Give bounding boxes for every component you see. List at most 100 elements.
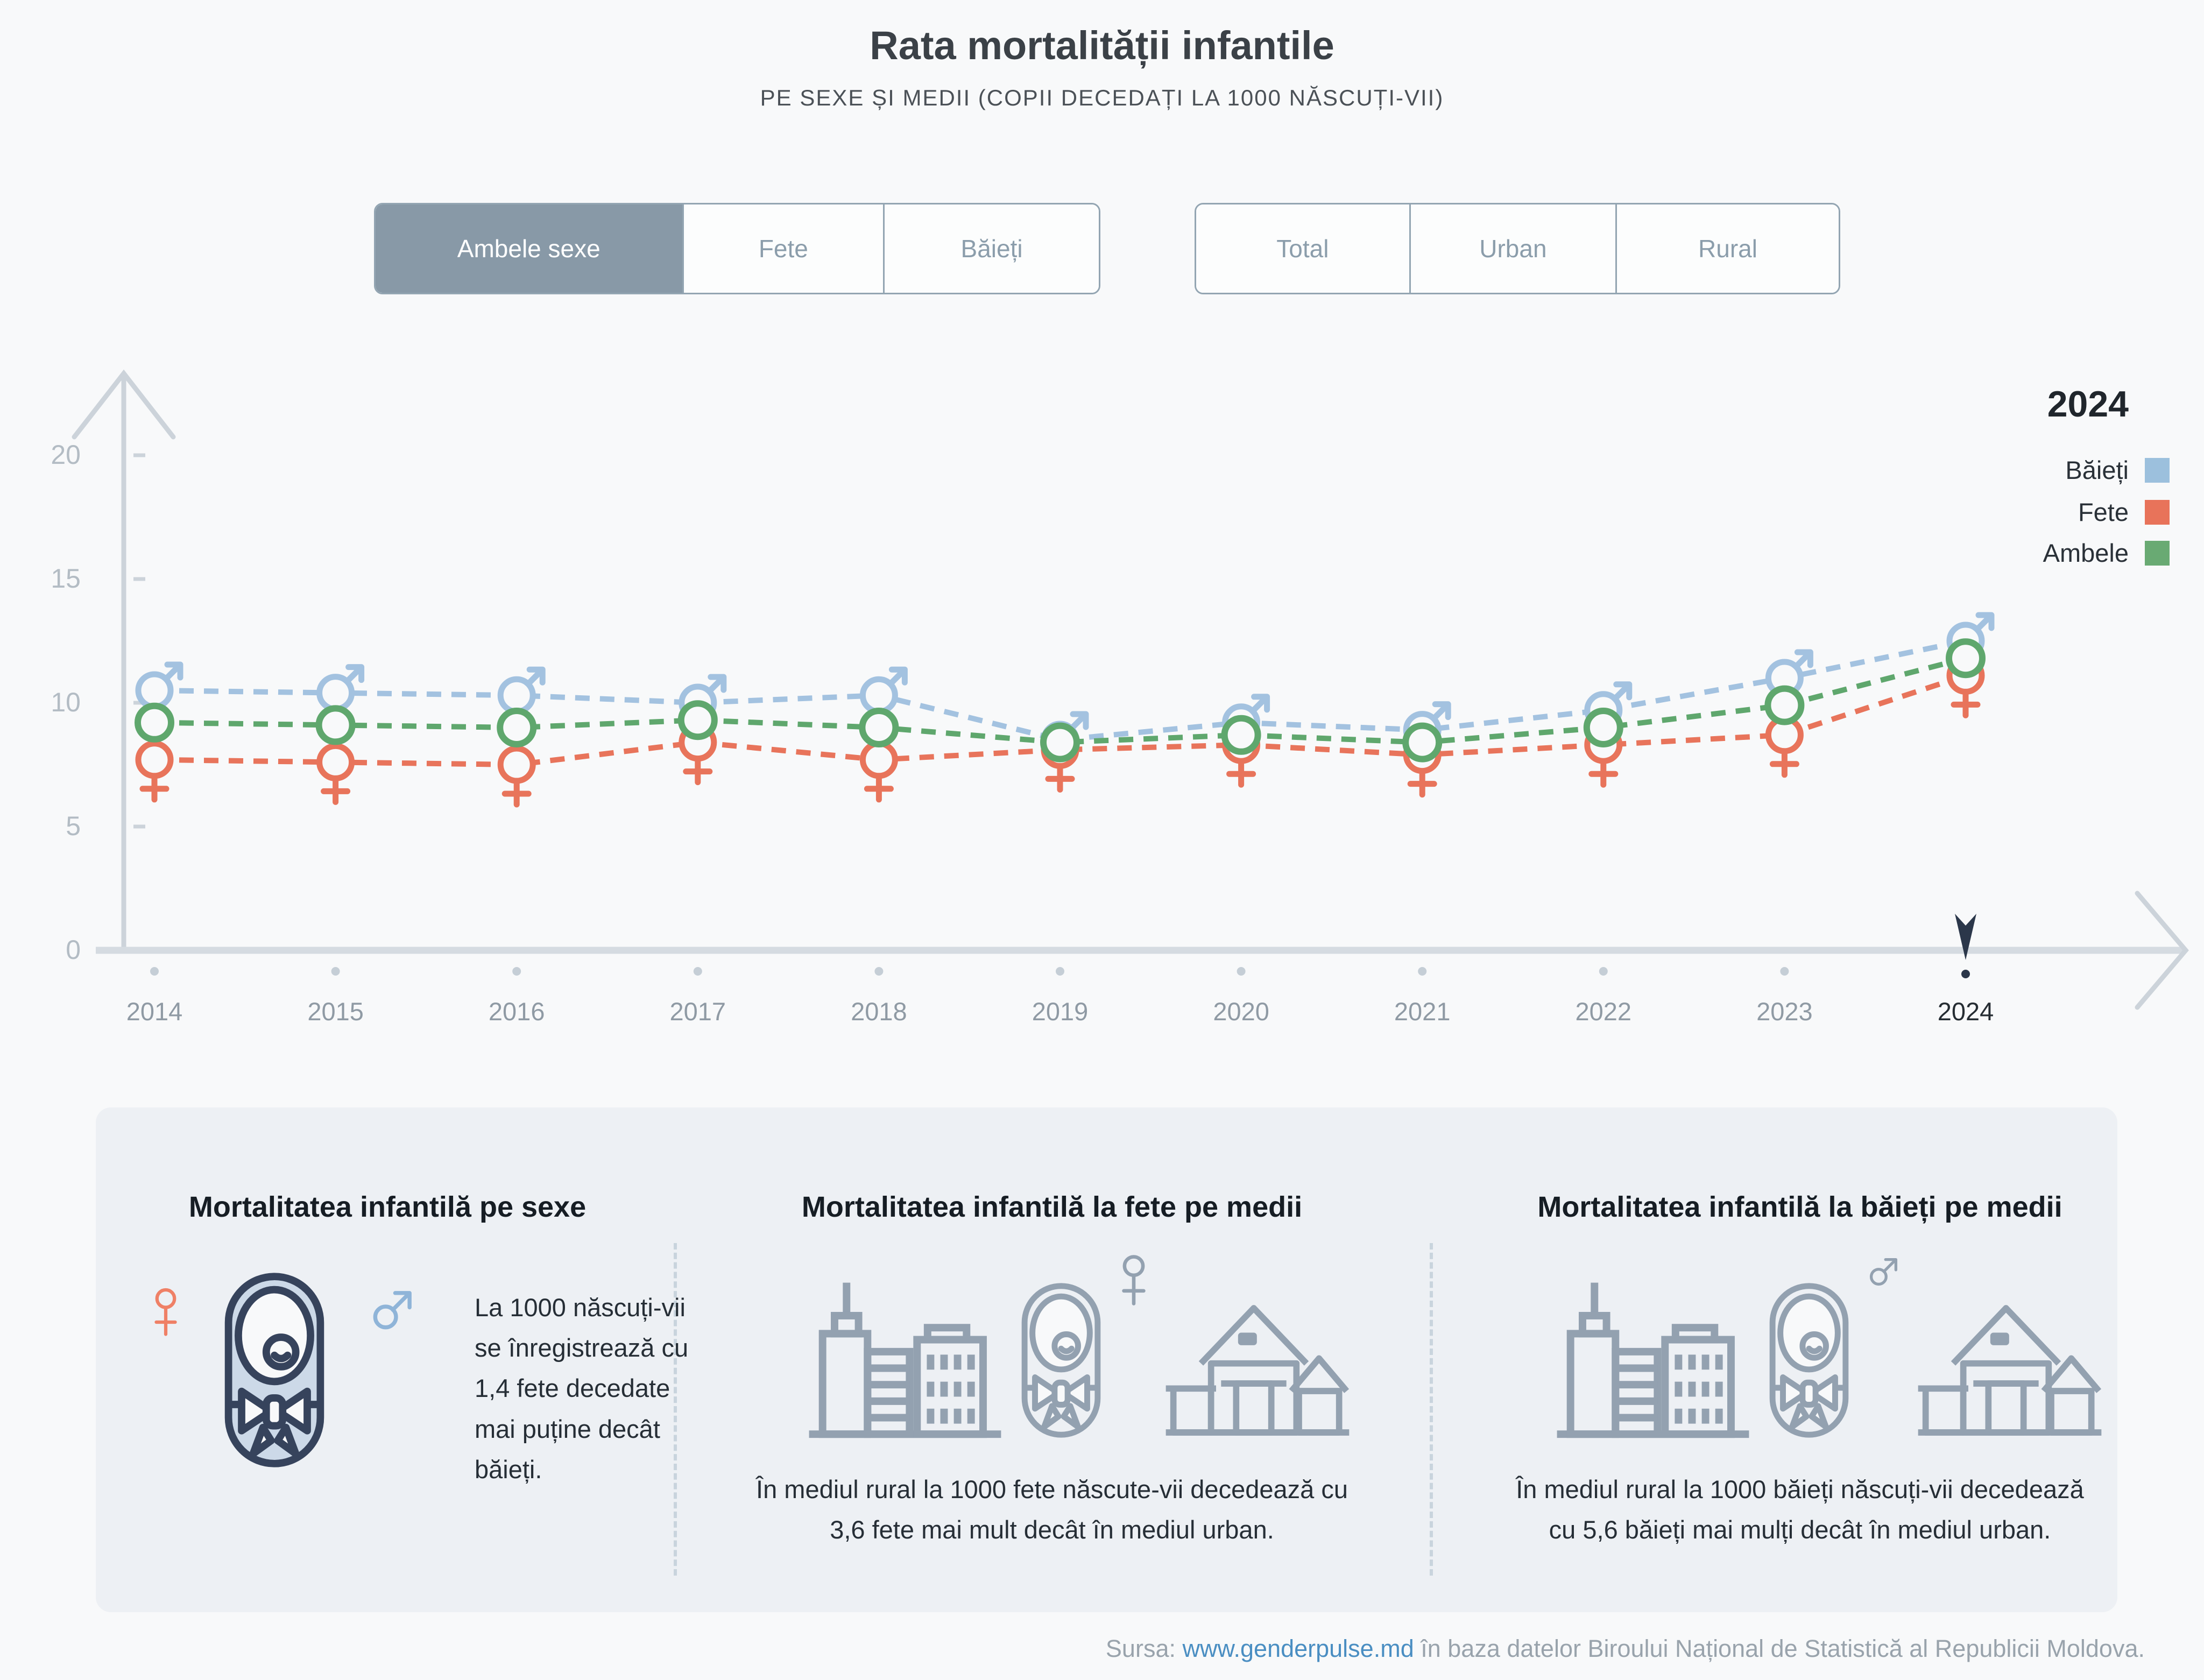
circle-marker: [135, 702, 174, 743]
card-sexe-text: La 1000 născuți-vii se înregistrează cu …: [475, 1293, 689, 1484]
filter-button-ambele-sexe[interactable]: Ambele sexe: [376, 204, 684, 293]
sex-filter-group: Ambele sexe Fete Băieți: [374, 203, 1100, 294]
legend-swatch: [2145, 457, 2170, 483]
insight-cards-panel: [96, 1107, 2117, 1612]
male-symbol-marker: [1765, 649, 1813, 697]
legend-entry-label: Ambele: [2043, 539, 2129, 567]
y-tick-label: 5: [66, 811, 81, 841]
baby-icon: [1018, 1272, 1104, 1452]
female-symbol-marker: [1765, 716, 1804, 778]
y-tick-label: 0: [66, 935, 81, 965]
year-dot[interactable]: [1780, 967, 1789, 976]
y-tick-label: 15: [51, 563, 81, 594]
year-label-2017[interactable]: 2017: [670, 997, 726, 1026]
male-symbol-marker: [316, 664, 365, 712]
female-symbol-marker: [497, 745, 536, 808]
year-dot[interactable]: [1418, 967, 1427, 976]
female-symbol-marker: [316, 743, 355, 805]
city-icon: [1554, 1266, 1752, 1452]
medium-filter-group: Total Urban Rural: [1195, 203, 1840, 294]
circle-marker: [677, 700, 718, 740]
series-line-băieți: [154, 638, 1967, 743]
y-tick-label: 10: [51, 687, 81, 717]
male-symbol-marker: [497, 666, 546, 715]
year-dot[interactable]: [874, 967, 884, 976]
female-icon: [144, 1287, 187, 1341]
legend-swatch: [2145, 499, 2170, 525]
mortality-line-chart: 0 5 10 15 20 2014 2015 2016 2017 2018 2019 2020 2021…: [51, 369, 2189, 1026]
card-baieti-text: În mediul rural la 1000 băieți născuți-v…: [1516, 1475, 2084, 1544]
series-line-fete: [154, 673, 1967, 768]
card-fete-icons: [806, 1254, 1350, 1452]
male-symbol-icon: [1866, 1254, 1902, 1292]
circle-marker: [1402, 722, 1443, 763]
circle-marker: [1583, 708, 1623, 747]
female-symbol-marker: [859, 740, 898, 803]
male-icon: [368, 1285, 418, 1335]
year-label-2018[interactable]: 2018: [851, 997, 907, 1026]
legend-entry-băieți: Băieți: [2065, 455, 2170, 485]
house-icon: [1916, 1288, 2104, 1452]
card-fete-text: În mediul rural la 1000 fete născute-vii…: [756, 1475, 1348, 1544]
year-label-2022[interactable]: 2022: [1576, 997, 1632, 1026]
legend-entry-label: Băieți: [2065, 456, 2129, 484]
source-suffix: în baza datelor Biroului Național de Sta…: [1421, 1635, 2145, 1662]
circle-marker: [1040, 722, 1080, 763]
circle-marker: [859, 708, 899, 747]
year-dot[interactable]: [331, 967, 340, 976]
male-symbol-marker: [859, 666, 908, 715]
filter-button-fete[interactable]: Fete: [683, 204, 885, 293]
year-label-2016[interactable]: 2016: [489, 997, 545, 1026]
source-prefix: Sursa:: [1105, 1635, 1176, 1662]
year-label-2015[interactable]: 2015: [307, 997, 364, 1026]
year-label-2014[interactable]: 2014: [126, 997, 183, 1026]
source-link[interactable]: www.genderpulse.md: [1182, 1635, 1414, 1662]
baby-icon: [197, 1270, 352, 1470]
selected-year-pin-icon[interactable]: [1955, 914, 1976, 960]
card-baieti-title: Mortalitatea infantilă la băieți pe medi…: [1537, 1191, 2062, 1223]
year-dot[interactable]: [1599, 967, 1608, 976]
card-divider: [674, 1243, 677, 1576]
year-dot[interactable]: [1237, 967, 1246, 976]
year-dot-selected[interactable]: [1961, 970, 1970, 978]
city-icon: [806, 1266, 1004, 1452]
circle-marker: [315, 705, 356, 745]
card-sexe-title: Mortalitatea infantilă pe sexe: [188, 1191, 587, 1223]
male-symbol-marker: [135, 661, 183, 710]
card-fete-title: Mortalitatea infantilă la fete pe medii: [801, 1191, 1303, 1223]
filter-button-băieți[interactable]: Băieți: [885, 204, 1099, 293]
legend-swatch: [2145, 540, 2170, 566]
legend-selected-year: 2024: [2047, 384, 2129, 425]
female-symbol-icon: [1118, 1254, 1149, 1314]
year-label-2019[interactable]: 2019: [1032, 997, 1089, 1026]
year-dot[interactable]: [512, 967, 521, 976]
series-line-ambele: [154, 655, 1967, 745]
year-label-2023[interactable]: 2023: [1756, 997, 1813, 1026]
filter-button-urban[interactable]: Urban: [1410, 204, 1617, 293]
year-label-2024[interactable]: 2024: [1938, 997, 1994, 1026]
year-label-2021[interactable]: 2021: [1394, 997, 1451, 1026]
filter-button-total[interactable]: Total: [1196, 204, 1411, 293]
filter-button-rural[interactable]: Rural: [1617, 204, 1839, 293]
legend-entry-label: Fete: [2078, 498, 2129, 526]
card-baieti-icons: [1554, 1254, 2102, 1452]
year-dot[interactable]: [1056, 967, 1064, 976]
year-dot[interactable]: [693, 967, 702, 976]
source-line: Sursa: www.genderpulse.md în baza datelo…: [1106, 1635, 2145, 1663]
female-symbol-marker: [135, 740, 174, 803]
year-label-2020[interactable]: 2020: [1213, 997, 1269, 1026]
y-axis-arrow-icon: [72, 369, 176, 440]
circle-marker: [497, 708, 537, 747]
circle-marker: [1764, 685, 1805, 725]
page-title: Rata mortalității infantile: [870, 23, 1334, 68]
circle-marker: [1221, 715, 1261, 755]
x-axis-arrow-icon: [2135, 891, 2189, 1010]
baby-icon: [1766, 1272, 1852, 1452]
legend-entry-fete: Fete: [2078, 497, 2170, 527]
year-dot[interactable]: [150, 967, 159, 976]
y-tick-label: 20: [51, 440, 81, 470]
legend-entry-ambele: Ambele: [2043, 538, 2170, 568]
house-icon: [1163, 1288, 1352, 1452]
card-divider: [1430, 1243, 1433, 1576]
